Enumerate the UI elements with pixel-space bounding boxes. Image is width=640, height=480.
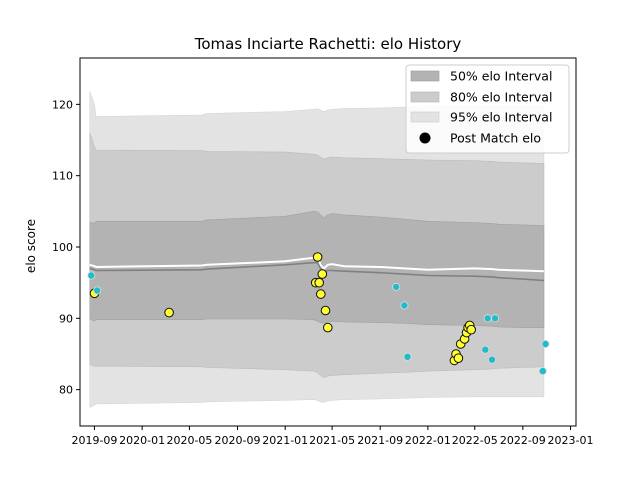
- legend-label-band-80: 80% elo Interval: [450, 90, 552, 105]
- x-tick-label: 2020-05: [166, 434, 212, 447]
- x-tick-label: 2021-05: [309, 434, 355, 447]
- x-tick-label: 2021-09: [357, 434, 403, 447]
- chart-title: Tomas Inciarte Rachetti: elo History: [194, 35, 462, 53]
- post-match-point: [93, 286, 102, 295]
- mean-line: [89, 261, 544, 282]
- y-tick-label: 110: [52, 170, 73, 183]
- legend-swatch-band-95: [410, 111, 440, 123]
- legend-swatch-band-80: [410, 91, 440, 103]
- axes: 80 90 100 110 120 2019-09 2020-01 2020-05 2020-0…: [52, 57, 594, 447]
- post-match-point: [481, 345, 490, 354]
- y-tick-label: 100: [52, 241, 73, 254]
- y-axis-label: elo score: [24, 219, 38, 273]
- y-tick-label: 90: [59, 312, 73, 325]
- x-tick-label: 2023-01: [548, 434, 594, 447]
- x-tick-label: 2021-01: [262, 434, 308, 447]
- axes-frame: [79, 57, 577, 427]
- post-match-point: [487, 355, 496, 364]
- median-line: [89, 255, 544, 273]
- post-match-point: [403, 352, 412, 361]
- post-match-point: [491, 314, 500, 323]
- post-match-point: [466, 324, 477, 335]
- y-tick-label: 120: [52, 98, 73, 111]
- post-match-point: [87, 271, 96, 280]
- post-match-point: [400, 301, 409, 310]
- legend-label-post-match: Post Match elo: [450, 131, 541, 146]
- x-tick-label: 2020-01: [119, 434, 165, 447]
- legend: 50% elo Interval 80% elo Interval 95% el…: [405, 64, 570, 154]
- post-match-point: [316, 289, 326, 299]
- y-tick-label: 80: [59, 384, 73, 397]
- post-match-point: [453, 353, 464, 364]
- x-tick-label: 2022-09: [500, 434, 546, 447]
- post-match-point: [483, 314, 492, 323]
- x-tick-label: 2020-09: [215, 434, 261, 447]
- legend-label-band-95: 95% elo Interval: [450, 110, 552, 125]
- x-tick-label: 2022-01: [405, 434, 451, 447]
- legend-frame: [405, 64, 570, 154]
- post-match-point: [320, 305, 331, 316]
- plot-area: [87, 91, 550, 408]
- post-match-point: [312, 252, 323, 262]
- post-match-point: [164, 307, 174, 318]
- post-match-point: [538, 367, 547, 376]
- post-match-point: [323, 322, 333, 333]
- x-tick-label: 2022-05: [452, 434, 498, 447]
- legend-swatch-band-50: [410, 70, 440, 82]
- post-match-point: [317, 269, 328, 279]
- post-match-point: [314, 277, 325, 288]
- post-match-point: [392, 282, 401, 291]
- legend-label-band-50: 50% elo Interval: [450, 69, 552, 84]
- band-50: [89, 210, 545, 328]
- post-match-point: [541, 339, 550, 348]
- x-tick-label: 2019-09: [71, 434, 117, 447]
- legend-marker-post-match: [419, 132, 431, 144]
